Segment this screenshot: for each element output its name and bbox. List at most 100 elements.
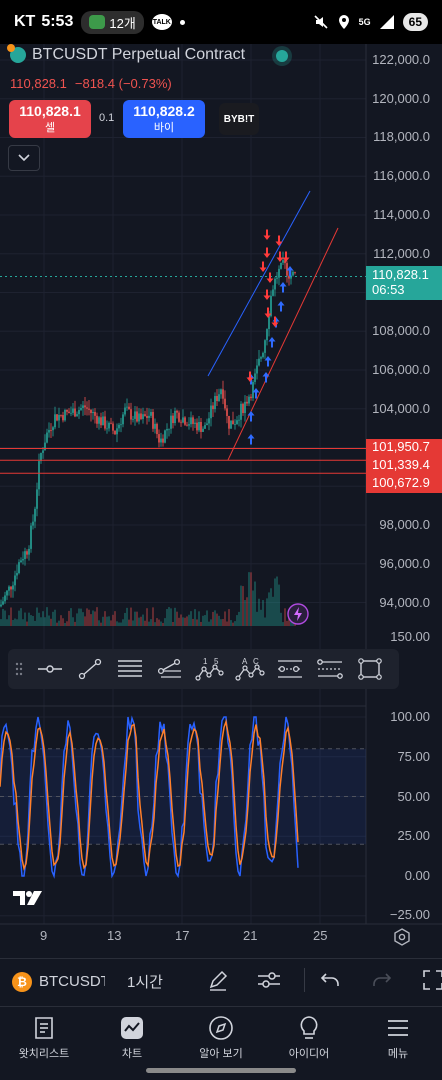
- volume-bar: [250, 572, 252, 626]
- bybit-logo[interactable]: BYB!T: [219, 103, 259, 135]
- osc-axis-label: 50.00: [397, 789, 430, 804]
- pencil-icon[interactable]: [205, 967, 231, 993]
- candle-body: [232, 420, 234, 425]
- parallel-channel-icon[interactable]: [310, 649, 350, 689]
- volume-bar: [188, 614, 190, 626]
- ideas-icon: [300, 1016, 318, 1039]
- candle-body: [282, 260, 284, 263]
- volume-bar: [146, 608, 148, 626]
- chart-settings-icon[interactable]: [393, 928, 411, 946]
- candle-body: [218, 394, 220, 402]
- buy-button[interactable]: 110,828.2 바이: [123, 100, 205, 138]
- candle-body: [94, 411, 96, 416]
- fullscreen-icon[interactable]: [420, 967, 442, 993]
- candle-body: [68, 411, 70, 414]
- horizontal-ray-icon[interactable]: [30, 649, 70, 689]
- interval-button[interactable]: 1시간: [127, 974, 163, 991]
- grip-handle-icon[interactable]: [8, 649, 30, 689]
- volume-bar: [228, 609, 230, 626]
- rectangle-icon[interactable]: [350, 649, 390, 689]
- buy-signal-arrow: [252, 388, 260, 399]
- symbol-header[interactable]: BTCUSDT Perpetual Contract: [7, 44, 245, 64]
- redo-icon[interactable]: [369, 967, 395, 993]
- price-axis-label: 112,000.0: [373, 246, 430, 261]
- candle-body: [196, 422, 198, 431]
- level-tag: 101,950.7: [366, 439, 442, 457]
- volume-bar: [66, 621, 68, 626]
- lightning-alert-icon[interactable]: [287, 603, 309, 625]
- symbol-search-button[interactable]: BTCUSDT: [39, 973, 105, 990]
- volume-bar: [216, 613, 218, 626]
- volume-bar: [200, 621, 202, 626]
- nav-menu[interactable]: 메뉴: [354, 1013, 442, 1061]
- sell-signal-arrow: [264, 307, 272, 318]
- undo-icon[interactable]: [317, 967, 343, 993]
- volume-bar: [232, 622, 234, 626]
- volume-bar: [284, 608, 286, 626]
- sell-signal-arrow: [259, 261, 267, 272]
- volume-bar: [170, 608, 172, 626]
- candle-body: [176, 410, 178, 413]
- pitchfork-icon[interactable]: [150, 649, 190, 689]
- candle-body: [162, 438, 164, 443]
- volume-bar: [106, 616, 108, 626]
- svg-text:A: A: [242, 657, 248, 666]
- candle-body: [92, 411, 94, 414]
- nav-explore[interactable]: 알아 보기: [177, 1013, 265, 1061]
- candle-body: [240, 403, 242, 420]
- volume-bar: [38, 612, 40, 626]
- nav-watchlist[interactable]: 왓치리스트: [0, 1013, 88, 1061]
- sell-button[interactable]: 110,828.1 셀: [9, 100, 91, 138]
- bus-icon: [89, 15, 106, 29]
- candle-body: [146, 415, 148, 418]
- volume-bar: [34, 620, 36, 626]
- bar-countdown: 06:53: [372, 282, 405, 297]
- volume-bar: [44, 617, 46, 626]
- chart-canvas[interactable]: [0, 44, 442, 958]
- candle-body: [154, 423, 156, 429]
- volume-bar: [84, 616, 86, 626]
- candle-body: [4, 595, 6, 602]
- nav-chart[interactable]: 차트: [88, 1013, 176, 1061]
- candle-body: [112, 423, 114, 431]
- volume-bar: [118, 622, 120, 626]
- nav-ideas[interactable]: 아이디어: [265, 1013, 353, 1061]
- chart-area[interactable]: [0, 44, 442, 958]
- candle-body: [100, 417, 102, 426]
- volume-bar: [8, 615, 10, 626]
- volume-bar: [280, 612, 282, 626]
- indicators-icon[interactable]: [256, 967, 282, 993]
- candle-body: [36, 489, 38, 509]
- collapse-legend-button[interactable]: [8, 145, 40, 171]
- volume-bar: [132, 620, 134, 626]
- tradingview-logo-icon[interactable]: [12, 888, 46, 908]
- volume-bar: [24, 612, 26, 626]
- volume-bar: [90, 614, 92, 626]
- sell-signal-arrow: [271, 316, 279, 327]
- osc-axis-label: 75.00: [397, 749, 430, 764]
- volume-bar: [122, 619, 124, 626]
- candle-body: [24, 551, 26, 560]
- channel-lower-line: [227, 227, 339, 461]
- candle-body: [272, 289, 274, 296]
- volume-bar: [176, 611, 178, 626]
- volume-bar: [112, 614, 114, 626]
- candle-body: [242, 403, 244, 414]
- volume-bar: [242, 586, 244, 626]
- fib-retracement-icon[interactable]: [110, 649, 150, 689]
- volume-bar: [172, 621, 174, 626]
- volume-bar: [224, 611, 226, 626]
- candle-body: [252, 381, 254, 399]
- volume-bar: [2, 608, 4, 626]
- level-tag: 100,672.9: [366, 475, 442, 493]
- trend-line-icon[interactable]: [70, 649, 110, 689]
- volume-bar: [154, 622, 156, 626]
- volume-bar: [14, 618, 16, 626]
- volume-bar: [256, 611, 258, 626]
- volume-bar: [152, 607, 154, 626]
- regression-channel-icon[interactable]: [270, 649, 310, 689]
- candle-body: [74, 408, 76, 417]
- candle-body: [128, 406, 130, 410]
